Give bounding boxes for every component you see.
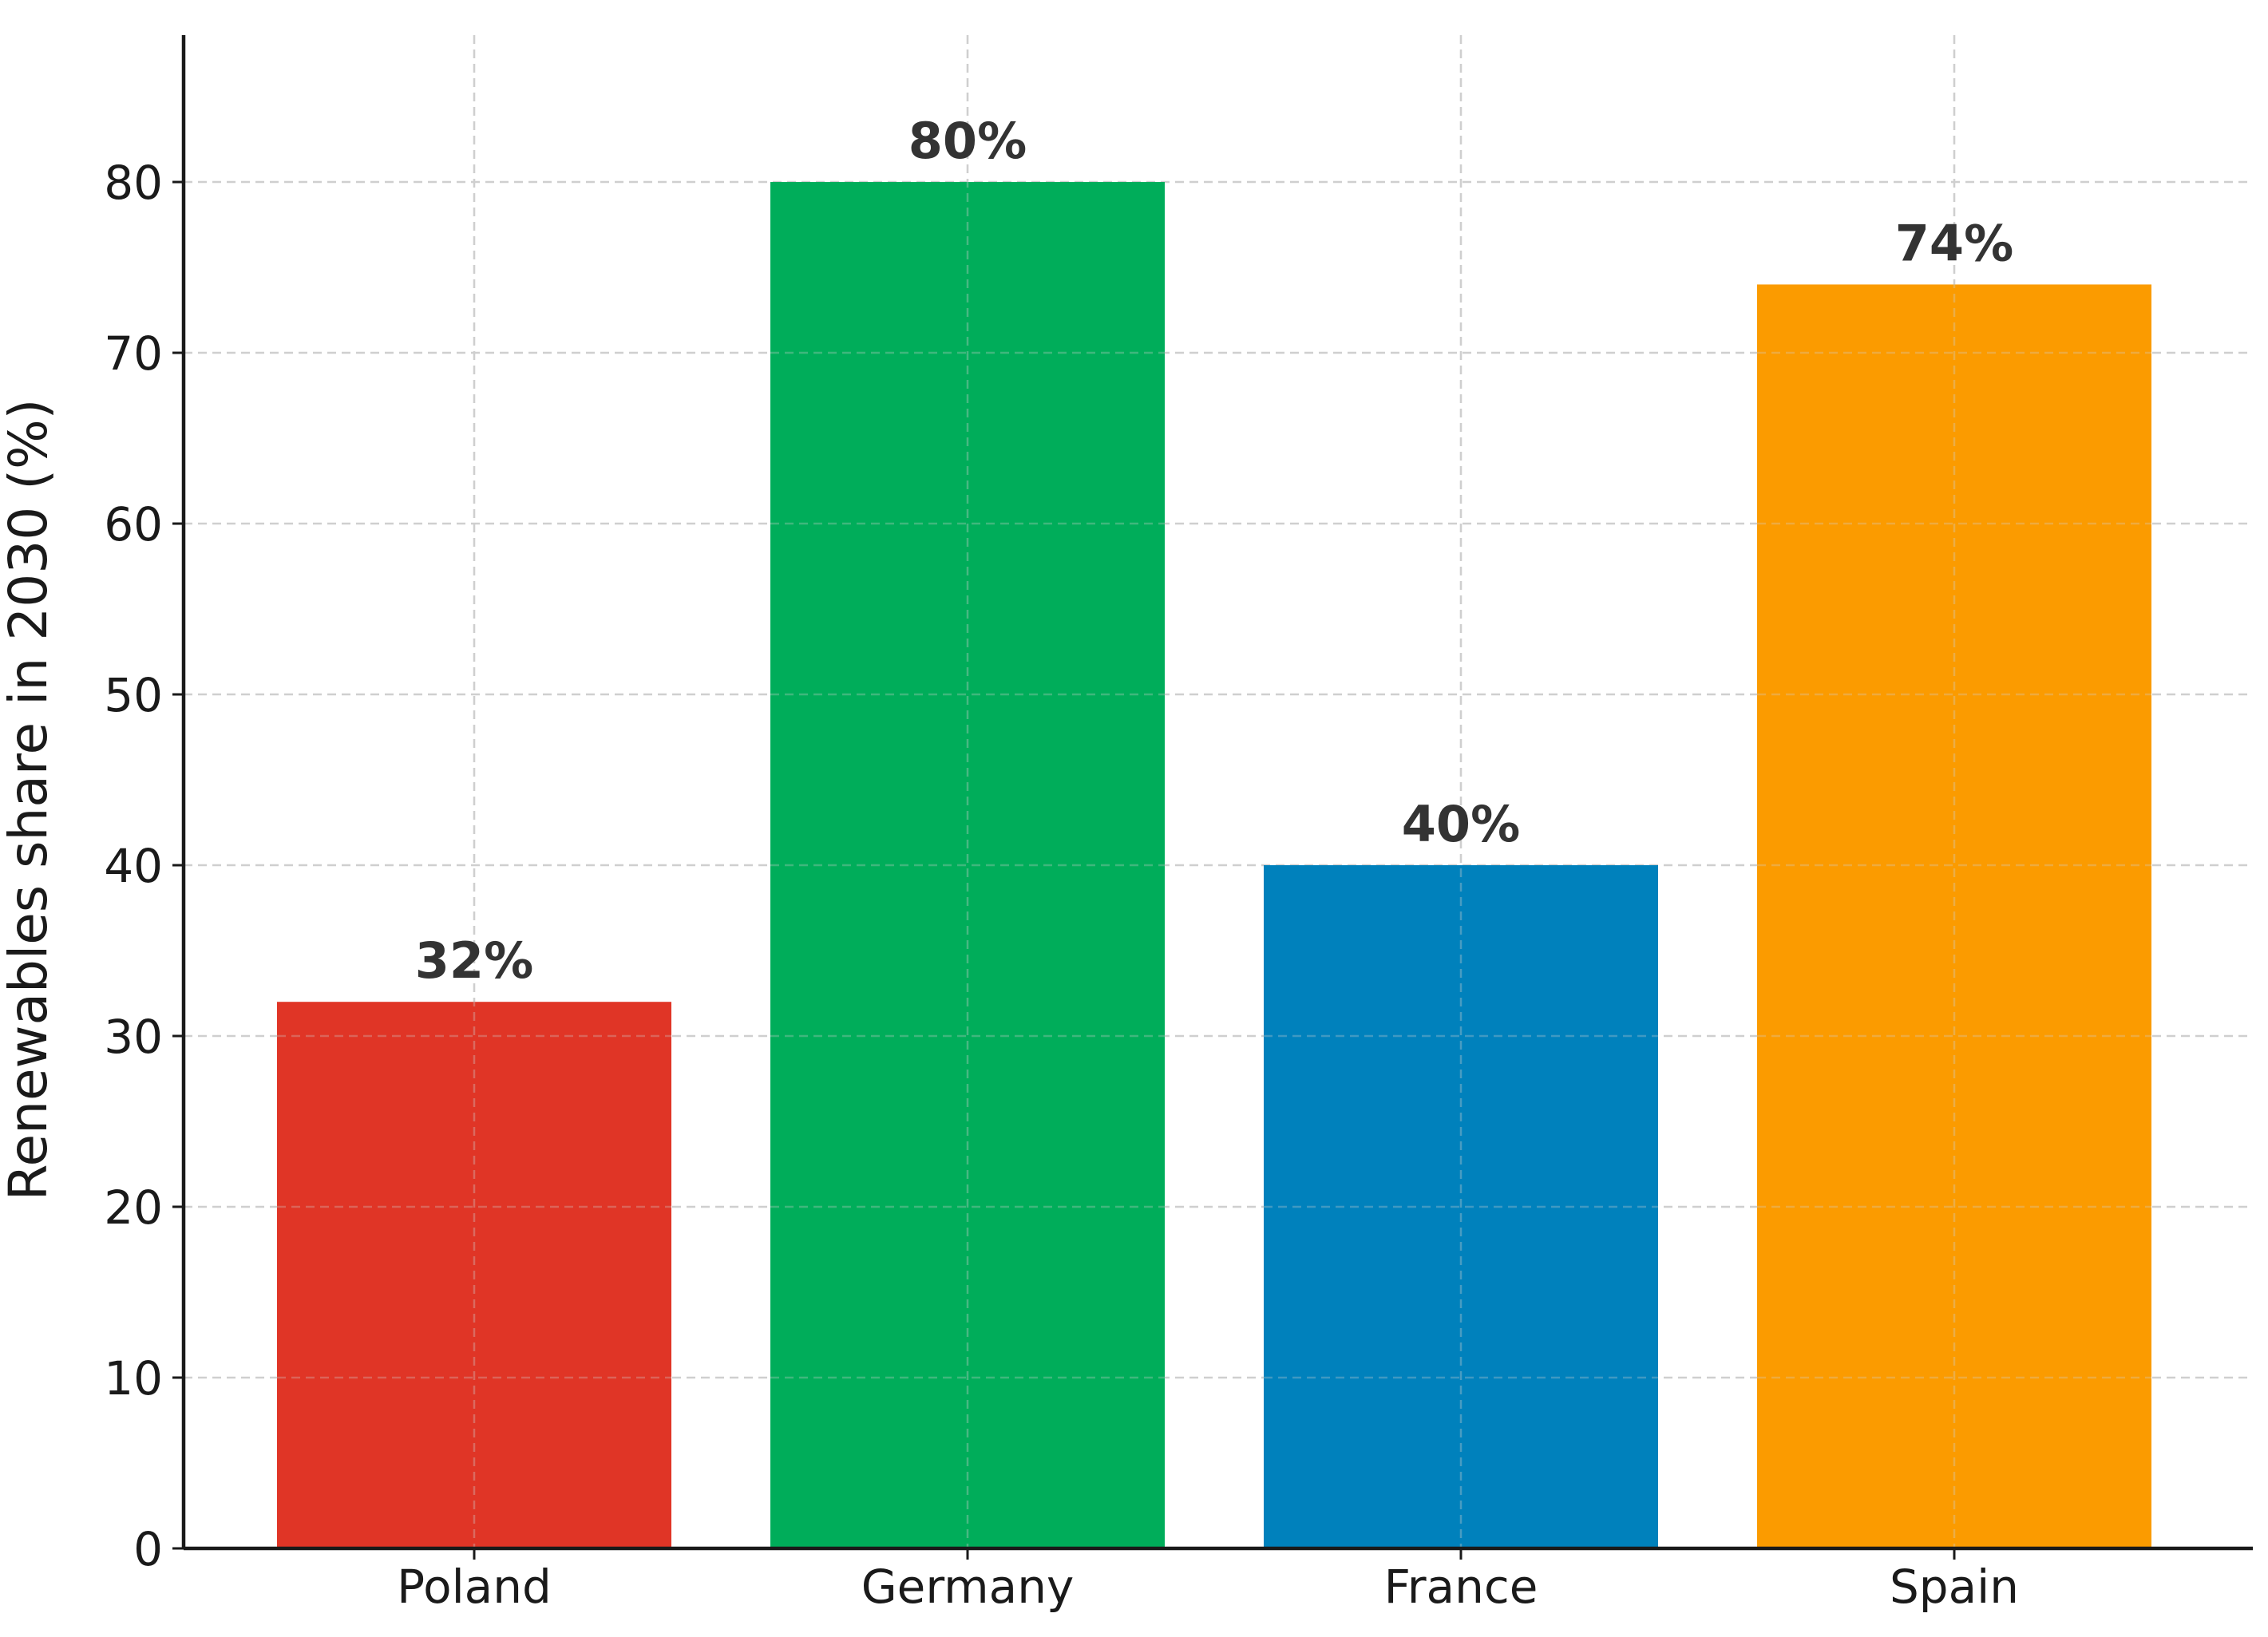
y-ticks: 0 10 20 30 40 50 60 70 80 [104,156,184,1576]
y-tick-label: 0 [133,1522,163,1576]
y-tick-label: 40 [104,839,163,893]
bar-poland [277,1002,671,1548]
y-tick-label: 70 [104,326,163,381]
x-tick-label-spain: Spain [1890,1560,2019,1614]
y-tick-label: 60 [104,497,163,552]
data-labels: 32% 80% 40% 74% [415,112,2013,990]
bar-france [1264,865,1658,1548]
y-tick-label: 20 [104,1180,163,1235]
data-label-poland: 32% [415,931,533,990]
x-gridlines [473,35,1956,1548]
x-tick-label-germany: Germany [861,1560,1075,1614]
x-tick-label-france: France [1384,1560,1538,1614]
data-label-france: 40% [1402,795,1520,853]
y-tick-label: 80 [104,156,163,210]
bar-spain [1757,284,2151,1549]
bar-germany [770,182,1165,1548]
y-tick-label: 30 [104,1010,163,1064]
y-tick-label: 50 [104,668,163,722]
y-tick-label: 10 [104,1351,163,1406]
data-label-spain: 74% [1895,214,2013,272]
bars [277,182,2151,1549]
x-ticks: Poland Germany France Spain [397,1548,2019,1614]
data-label-germany: 80% [908,112,1027,170]
y-axis-title: Renewables share in 2030 (%) [0,399,59,1201]
x-tick-label-poland: Poland [397,1560,552,1614]
axes [181,35,2253,1551]
x-gridlines-overlay [277,35,2151,1548]
